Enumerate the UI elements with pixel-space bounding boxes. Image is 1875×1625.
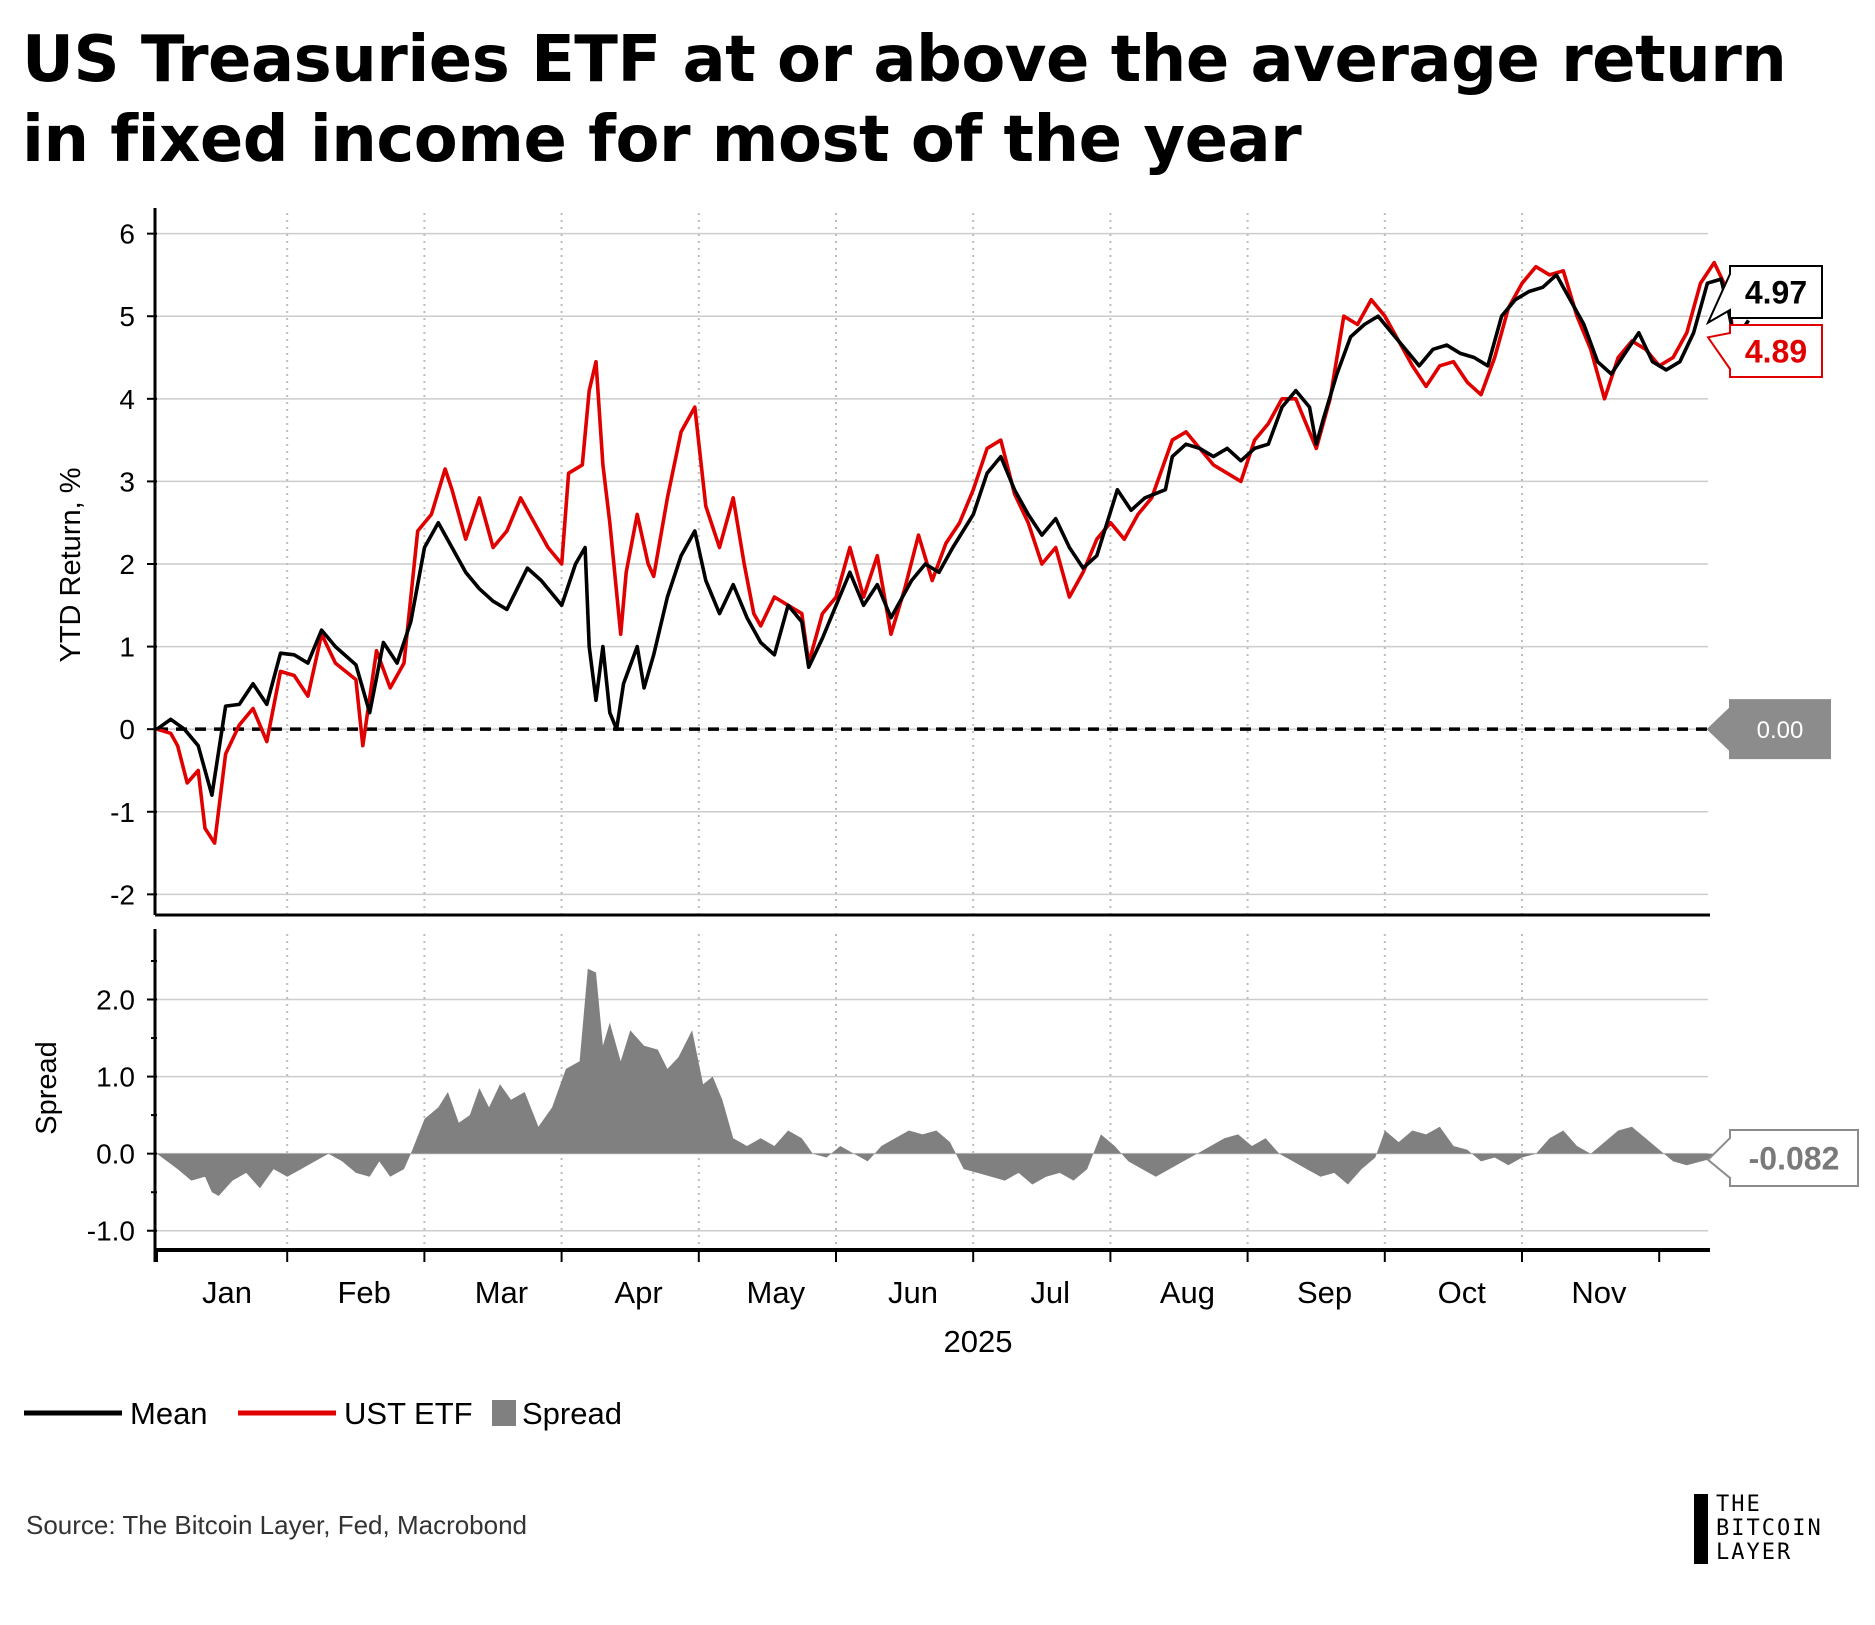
bottom-y-tick-label: 0.0: [96, 1139, 135, 1170]
bottom-gridlines: [157, 934, 1708, 1250]
bottom-y-tick-label: 2.0: [96, 985, 135, 1016]
zero-callout-box: [1706, 699, 1831, 760]
mean-callout-label: 4.97: [1745, 275, 1807, 311]
month-label-oct: Oct: [1438, 1275, 1487, 1310]
y-axis-label-top: YTD Return, %: [55, 468, 87, 663]
spread-callout-box: [1706, 1129, 1859, 1187]
legend-spread-swatch: [492, 1400, 516, 1426]
line-series-group: [155, 260, 1751, 845]
zero-callout-label: 0.00: [1757, 717, 1804, 744]
month-label-feb: Feb: [337, 1275, 390, 1310]
ust-callout-label: 4.89: [1745, 334, 1807, 370]
month-label-sep: Sep: [1297, 1275, 1352, 1310]
ticks-group: 6 5 4 3 2 1 0 -1 -2 2.0 1.0 0.0 -1.0 Jan Feb Mar Apr May J…: [87, 219, 1661, 1310]
legend-spread-label: Spread: [522, 1396, 622, 1431]
legend-ust-label: UST ETF: [344, 1396, 473, 1431]
top-y-tick-label: 0: [119, 714, 135, 745]
series-line-mean: [155, 273, 1750, 797]
ust-callout-box: [1706, 324, 1823, 378]
top-y-tick-label: 1: [119, 632, 135, 663]
axes-group: [153, 208, 1710, 1262]
top-y-tick-label: 2: [119, 549, 135, 580]
month-label-jun: Jun: [888, 1275, 938, 1310]
source-note: Source: The Bitcoin Layer, Fed, Macrobon…: [26, 1510, 528, 1540]
month-label-jan: Jan: [202, 1275, 252, 1310]
spread-area-group: [157, 968, 1749, 1196]
bottom-y-tick-label: 1.0: [96, 1062, 135, 1093]
logo-line-3: LAYER: [1716, 1540, 1793, 1565]
top-y-tick-label: -1: [110, 797, 135, 828]
spread-callout-label: -0.082: [1749, 1141, 1840, 1177]
top-y-tick-label: 6: [119, 219, 135, 250]
logo-line-1: THE: [1716, 1492, 1762, 1517]
month-label-nov: Nov: [1571, 1275, 1627, 1310]
top-y-tick-label: -2: [110, 879, 135, 910]
month-label-jul: Jul: [1030, 1275, 1070, 1310]
month-label-mar: Mar: [475, 1275, 528, 1310]
value-callouts: 4.97 4.89 0.00 -0.082: [1705, 265, 1859, 1187]
mean-callout-box: [1705, 265, 1823, 326]
legend-mean-label: Mean: [130, 1396, 208, 1431]
series-line-ust-etf: [156, 260, 1751, 845]
logo-line-2: BITCOIN: [1716, 1516, 1823, 1541]
y-axis-label-bottom: Spread: [31, 1041, 63, 1135]
top-y-tick-label: 5: [119, 301, 135, 332]
top-gridlines: [157, 213, 1708, 915]
month-label-may: May: [747, 1275, 806, 1310]
spread-area: [157, 968, 1749, 1196]
month-label-aug: Aug: [1160, 1275, 1215, 1310]
month-label-apr: Apr: [614, 1275, 662, 1310]
chart-title: US Treasuries ETF at or above the averag…: [22, 23, 1787, 177]
top-y-tick-label: 4: [119, 384, 135, 415]
top-y-tick-label: 3: [119, 466, 135, 497]
bitcoin-layer-logo: THE BITCOIN LAYER: [1694, 1494, 1854, 1564]
x-axis-year-label: 2025: [944, 1324, 1013, 1359]
legend: Mean UST ETF Spread: [24, 1396, 622, 1431]
logo-bar: [1694, 1494, 1708, 1564]
bottom-y-tick-label: -1.0: [87, 1216, 135, 1247]
